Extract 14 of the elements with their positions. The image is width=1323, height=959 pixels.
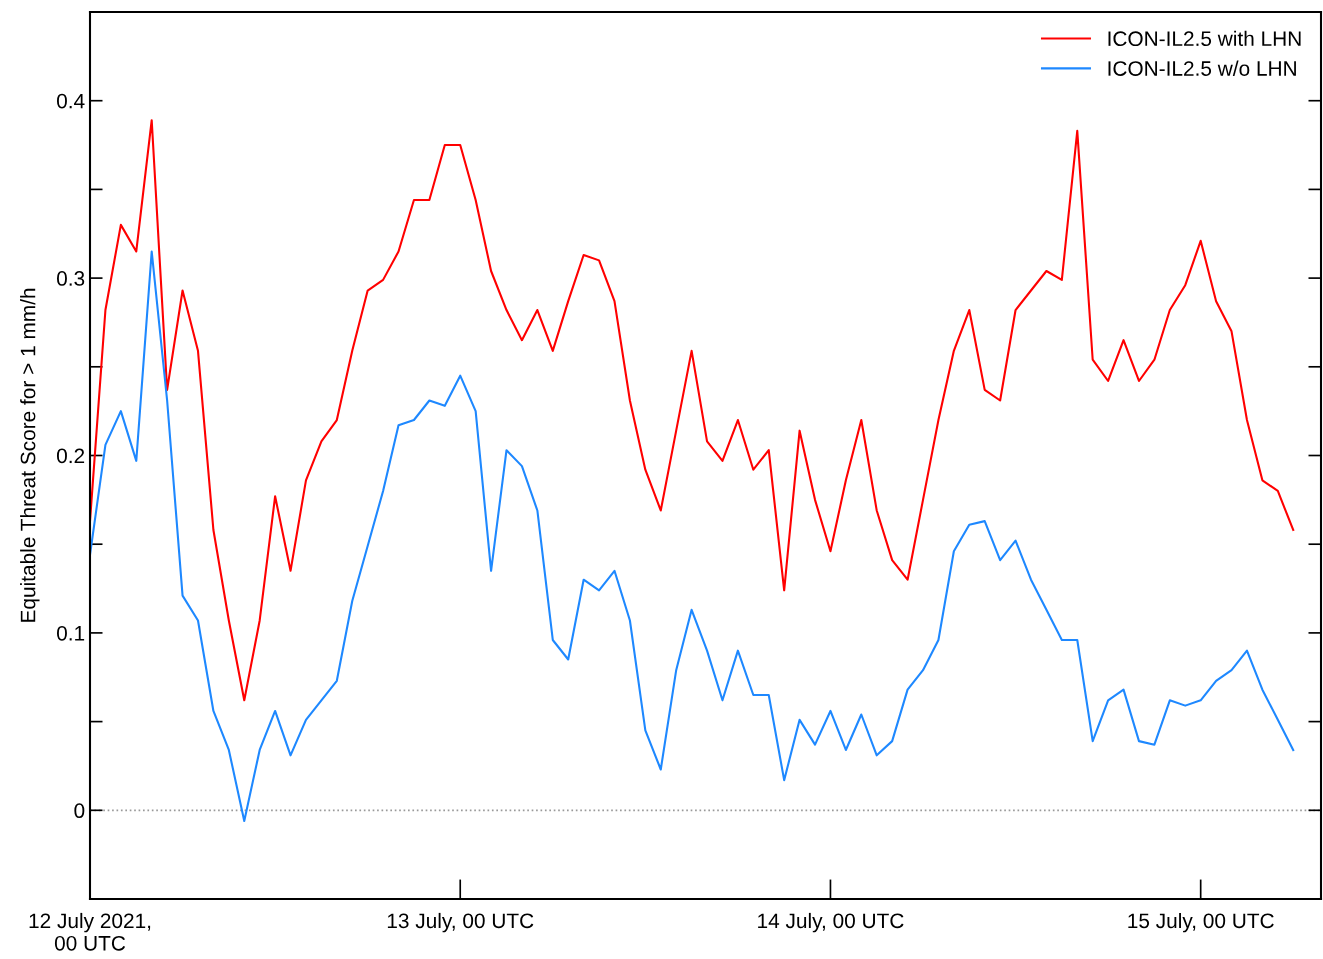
y-tick-label: 0 (74, 803, 85, 819)
legend-label: ICON-IL2.5 w/o LHN (1108, 60, 1296, 76)
x-tick-label: 14 July, 00 UTC (758, 912, 904, 933)
y-axis-title: Equitable Threat Score for > 1 mm/h (20, 288, 40, 622)
y-tick-label: 0.4 (56, 93, 85, 109)
x-tick-label: 15 July, 00 UTC (1128, 912, 1274, 933)
line-series (90, 119, 1295, 702)
y-tick-label: 0.1 (56, 625, 85, 641)
y-tick-label: 0.2 (56, 448, 85, 464)
y-tick-label: 0.3 (56, 271, 85, 286)
x-tick-label: 13 July, 00 UTC (387, 912, 534, 933)
x-tick-label: 12 July 2021, 00 UTC (29, 912, 151, 951)
legend-label: ICON-IL2.5 with LHN (1108, 30, 1301, 47)
line-series (90, 250, 1295, 822)
